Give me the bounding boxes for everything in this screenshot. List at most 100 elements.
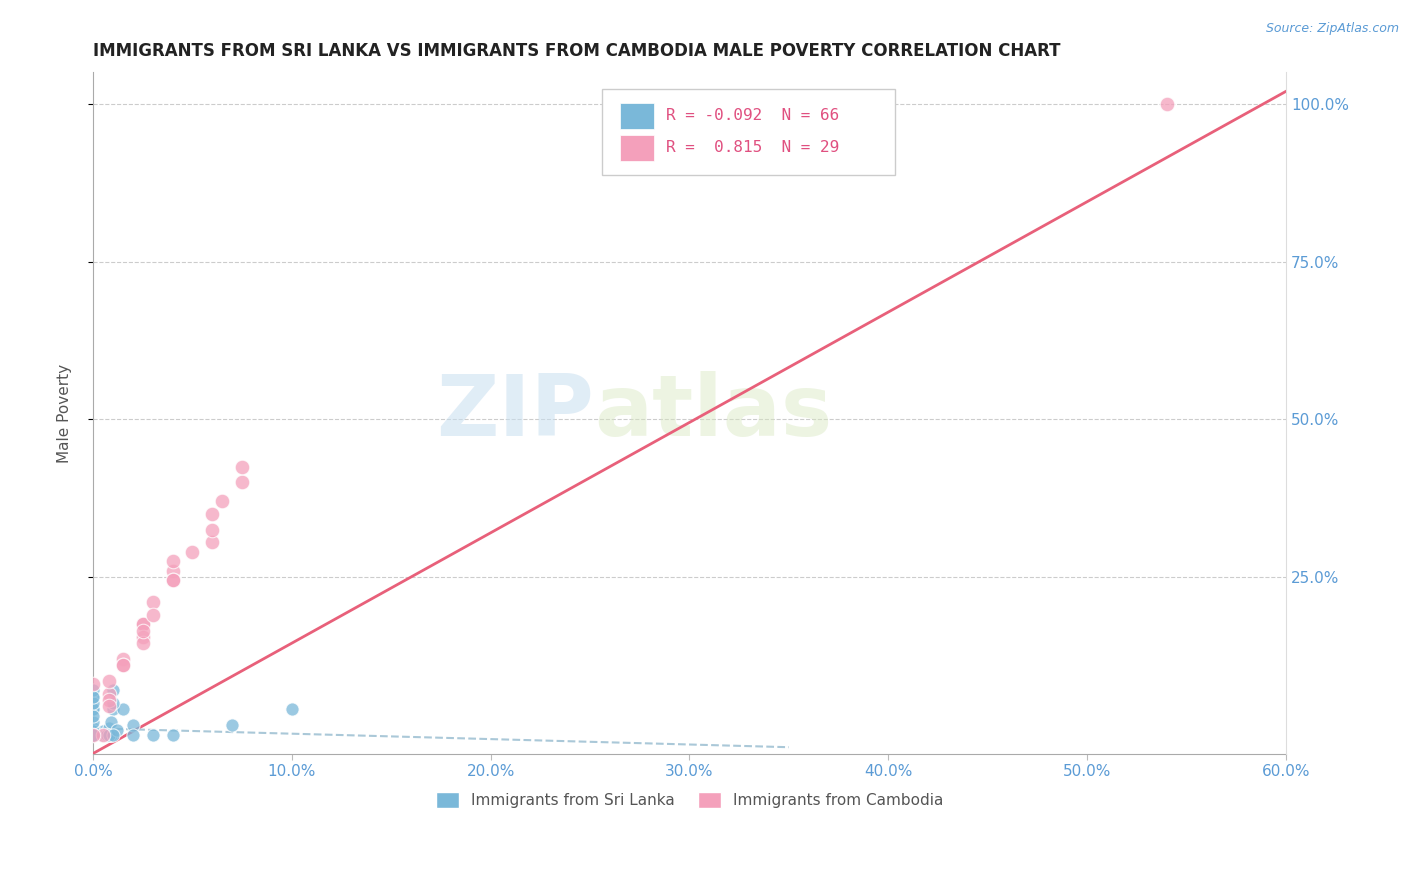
- Point: [82, 724, 104, 739]
- Point: [82, 728, 104, 742]
- Point: [82, 728, 104, 742]
- Point: [101, 696, 124, 710]
- Point: [82, 728, 104, 742]
- Point: [82, 728, 104, 742]
- Point: [101, 728, 124, 742]
- Point: [281, 702, 304, 716]
- Point: [211, 494, 233, 508]
- Point: [105, 723, 128, 738]
- Point: [82, 728, 104, 742]
- Point: [82, 728, 104, 742]
- Point: [101, 702, 124, 716]
- Point: [82, 690, 104, 704]
- Point: [82, 728, 104, 742]
- Point: [162, 564, 184, 578]
- Text: IMMIGRANTS FROM SRI LANKA VS IMMIGRANTS FROM CAMBODIA MALE POVERTY CORRELATION C: IMMIGRANTS FROM SRI LANKA VS IMMIGRANTS …: [93, 42, 1060, 60]
- Point: [82, 728, 104, 742]
- Point: [96, 728, 118, 742]
- Text: atlas: atlas: [595, 371, 832, 454]
- Point: [82, 724, 104, 739]
- Point: [201, 507, 224, 521]
- Point: [111, 658, 134, 673]
- Text: R = -0.092  N = 66: R = -0.092 N = 66: [665, 108, 839, 123]
- Point: [91, 728, 114, 742]
- Point: [142, 607, 165, 622]
- Point: [132, 617, 155, 632]
- Text: R =  0.815  N = 29: R = 0.815 N = 29: [665, 140, 839, 155]
- Point: [82, 728, 104, 742]
- Point: [162, 573, 184, 587]
- Point: [231, 475, 253, 490]
- Point: [82, 683, 104, 698]
- Point: [121, 728, 143, 742]
- Point: [82, 724, 104, 739]
- Y-axis label: Male Poverty: Male Poverty: [58, 363, 72, 463]
- Text: Source: ZipAtlas.com: Source: ZipAtlas.com: [1265, 22, 1399, 36]
- Point: [82, 708, 104, 723]
- Point: [82, 728, 104, 742]
- Point: [82, 728, 104, 742]
- Point: [132, 636, 155, 650]
- Point: [111, 658, 134, 673]
- Point: [82, 728, 104, 742]
- Point: [82, 728, 104, 742]
- Point: [132, 630, 155, 644]
- Point: [162, 573, 184, 587]
- Bar: [620, 135, 654, 161]
- Point: [201, 523, 224, 537]
- Point: [111, 702, 134, 716]
- Point: [181, 545, 204, 559]
- Point: [82, 724, 104, 739]
- Point: [221, 718, 243, 732]
- Point: [82, 728, 104, 742]
- Point: [231, 459, 253, 474]
- Point: [82, 728, 104, 742]
- Bar: [620, 103, 654, 129]
- FancyBboxPatch shape: [602, 89, 894, 175]
- Point: [201, 535, 224, 549]
- Point: [162, 554, 184, 568]
- Point: [142, 728, 165, 742]
- Point: [82, 728, 104, 742]
- Legend: Immigrants from Sri Lanka, Immigrants from Cambodia: Immigrants from Sri Lanka, Immigrants fr…: [430, 786, 949, 814]
- Text: ZIP: ZIP: [436, 371, 595, 454]
- Point: [101, 683, 124, 698]
- Point: [82, 728, 104, 742]
- Point: [82, 690, 104, 704]
- Point: [97, 728, 120, 742]
- Point: [100, 728, 122, 742]
- Point: [82, 728, 104, 742]
- Point: [100, 728, 122, 742]
- Point: [82, 728, 104, 742]
- Point: [132, 624, 155, 638]
- Point: [82, 728, 104, 742]
- Point: [162, 728, 184, 742]
- Point: [91, 728, 114, 742]
- Point: [96, 728, 118, 742]
- Point: [82, 702, 104, 716]
- Point: [82, 728, 104, 742]
- Point: [142, 595, 165, 609]
- Point: [82, 728, 104, 742]
- Point: [82, 702, 104, 716]
- Point: [121, 718, 143, 732]
- Point: [91, 728, 114, 742]
- Point: [97, 693, 120, 707]
- Point: [82, 721, 104, 735]
- Point: [100, 714, 122, 729]
- Point: [97, 699, 120, 714]
- Point: [132, 617, 155, 632]
- Point: [82, 728, 104, 742]
- Point: [82, 728, 104, 742]
- Point: [82, 728, 104, 742]
- Point: [82, 728, 104, 742]
- Point: [82, 728, 104, 742]
- Point: [97, 687, 120, 701]
- Point: [91, 728, 114, 742]
- Point: [94, 728, 117, 742]
- Point: [97, 673, 120, 688]
- Point: [82, 677, 104, 691]
- Point: [97, 721, 120, 735]
- Point: [82, 714, 104, 729]
- Point: [82, 696, 104, 710]
